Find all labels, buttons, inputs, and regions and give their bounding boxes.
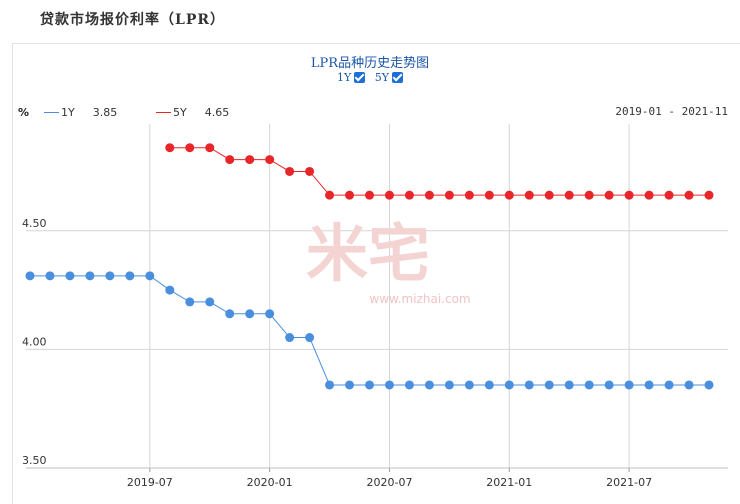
data-point-5y xyxy=(205,143,215,153)
data-point-1y xyxy=(185,297,195,307)
legend-value-5y: 4.65 xyxy=(204,106,230,119)
data-point-1y xyxy=(444,380,454,390)
data-point-5y xyxy=(305,166,315,176)
data-point-1y xyxy=(704,380,714,390)
data-point-1y xyxy=(684,380,694,390)
data-point-1y xyxy=(145,271,155,281)
data-point-1y xyxy=(85,271,95,281)
chart-panel xyxy=(12,43,740,504)
data-point-1y xyxy=(584,380,594,390)
data-point-5y xyxy=(544,190,554,200)
data-point-1y xyxy=(424,380,434,390)
series-toggles: 1Y 5Y xyxy=(0,71,740,84)
y-tick-label: 4.00 xyxy=(22,335,47,348)
data-point-1y xyxy=(125,271,135,281)
toggle-5y-label: 5Y xyxy=(374,71,390,84)
watermark-url: www.mizhai.com xyxy=(369,292,470,306)
data-point-1y xyxy=(225,309,235,319)
toggle-1y-checkbox[interactable] xyxy=(354,72,366,83)
data-point-5y xyxy=(404,190,414,200)
data-point-1y xyxy=(644,380,654,390)
legend-label-1y: 1Y xyxy=(61,106,75,119)
x-tick-label: 2020-01 xyxy=(247,476,293,489)
data-point-1y xyxy=(464,380,474,390)
data-point-5y xyxy=(604,190,614,200)
data-point-5y xyxy=(185,143,195,153)
data-point-5y xyxy=(624,190,634,200)
data-point-5y xyxy=(444,190,454,200)
data-point-1y xyxy=(305,333,315,343)
data-point-5y xyxy=(325,190,335,200)
toggle-5y-checkbox[interactable] xyxy=(392,72,404,83)
data-point-5y xyxy=(345,190,355,200)
toggle-5y[interactable]: 5Y xyxy=(374,71,404,84)
x-tick-label: 2020-07 xyxy=(366,476,412,489)
x-tick-label: 2021-07 xyxy=(606,476,652,489)
page-title: 贷款市场报价利率（LPR） xyxy=(40,12,226,28)
data-point-1y xyxy=(205,297,215,307)
y-axis-unit: % xyxy=(18,106,30,119)
data-point-1y xyxy=(25,271,35,281)
data-point-1y xyxy=(504,380,514,390)
legend-swatch-5y xyxy=(156,112,171,113)
data-point-1y xyxy=(105,271,115,281)
data-point-5y xyxy=(424,190,434,200)
axes: 3.50 4.00 4.50 2019-07 2020-01 2020-07 2021-01… xyxy=(22,217,728,489)
legend-swatch-1y xyxy=(44,112,59,113)
data-point-1y xyxy=(245,309,255,319)
data-point-1y xyxy=(345,380,355,390)
data-point-5y xyxy=(245,155,255,165)
data-point-1y xyxy=(165,285,175,295)
data-point-5y xyxy=(225,155,235,165)
data-point-5y xyxy=(464,190,474,200)
series-layer xyxy=(25,143,714,390)
legend-label-5y: 5Y xyxy=(173,106,187,119)
data-point-5y xyxy=(584,190,594,200)
data-point-5y xyxy=(704,190,714,200)
data-point-5y xyxy=(564,190,574,200)
data-point-5y xyxy=(165,143,175,153)
data-point-5y xyxy=(504,190,514,200)
data-point-1y xyxy=(484,380,494,390)
data-point-5y xyxy=(644,190,654,200)
toggle-1y[interactable]: 1Y xyxy=(336,71,366,84)
date-range: 2019-01 - 2021-11 xyxy=(615,105,728,118)
y-tick-label: 3.50 xyxy=(22,454,47,467)
data-point-5y xyxy=(285,166,295,176)
watermark-logo: 米宅 www.mizhai.com xyxy=(306,217,471,306)
data-point-1y xyxy=(624,380,634,390)
watermark-brand: 米宅 xyxy=(306,217,430,290)
data-point-5y xyxy=(384,190,394,200)
x-tick-label: 2021-01 xyxy=(486,476,532,489)
legend-value-1y: 3.85 xyxy=(92,106,118,119)
data-point-1y xyxy=(544,380,554,390)
data-point-1y xyxy=(65,271,75,281)
data-point-1y xyxy=(384,380,394,390)
data-point-1y xyxy=(524,380,534,390)
data-point-5y xyxy=(524,190,534,200)
legend-item-5y[interactable]: 5Y 4.65 xyxy=(156,106,229,119)
data-point-5y xyxy=(265,155,275,165)
data-point-1y xyxy=(664,380,674,390)
x-tick-label: 2019-07 xyxy=(127,476,173,489)
toggle-1y-label: 1Y xyxy=(336,71,352,84)
data-point-5y xyxy=(484,190,494,200)
data-point-1y xyxy=(564,380,574,390)
data-point-1y xyxy=(325,380,335,390)
data-point-1y xyxy=(285,333,295,343)
data-point-1y xyxy=(45,271,55,281)
data-point-1y xyxy=(365,380,374,390)
legend-item-1y[interactable]: 1Y 3.85 xyxy=(44,106,117,119)
series-line-5y xyxy=(169,147,709,196)
data-point-1y xyxy=(404,380,414,390)
data-point-1y xyxy=(265,309,275,319)
data-point-5y xyxy=(664,190,674,200)
data-point-5y xyxy=(684,190,694,200)
y-tick-label: 4.50 xyxy=(22,217,47,230)
chart-title: LPR品种历史走势图 xyxy=(310,56,430,71)
data-point-5y xyxy=(365,190,374,200)
data-point-1y xyxy=(604,380,614,390)
